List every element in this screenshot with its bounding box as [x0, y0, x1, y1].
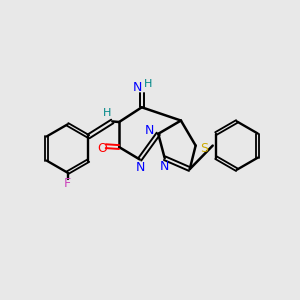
Text: N: N	[133, 81, 142, 94]
Text: H: H	[144, 79, 152, 89]
Text: O: O	[98, 142, 107, 155]
Text: S: S	[200, 142, 208, 155]
Text: N: N	[160, 160, 169, 173]
Text: N: N	[145, 124, 154, 137]
Text: H: H	[103, 108, 111, 118]
Text: F: F	[64, 177, 71, 190]
Text: N: N	[136, 161, 145, 174]
